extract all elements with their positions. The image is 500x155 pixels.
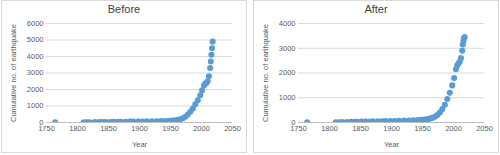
svg-text:0: 0 xyxy=(39,118,43,127)
svg-text:0: 0 xyxy=(291,118,295,127)
svg-text:2000: 2000 xyxy=(445,124,462,133)
svg-text:4000: 4000 xyxy=(279,19,296,28)
svg-text:1000: 1000 xyxy=(27,101,44,110)
svg-text:1900: 1900 xyxy=(131,124,148,133)
svg-text:1950: 1950 xyxy=(162,124,179,133)
html-text:Before: Before xyxy=(107,3,141,15)
svg-text:1750: 1750 xyxy=(290,123,307,133)
html-text:After: After xyxy=(364,3,388,15)
svg-text:3000: 3000 xyxy=(279,44,296,53)
svg-text:1850: 1850 xyxy=(100,124,117,133)
svg-text:2050: 2050 xyxy=(476,124,493,133)
svg-text:Year: Year xyxy=(132,140,148,149)
svg-text:5000: 5000 xyxy=(27,35,44,44)
svg-text:Year: Year xyxy=(384,140,400,149)
svg-text:1850: 1850 xyxy=(352,124,369,133)
svg-text:1800: 1800 xyxy=(321,124,338,133)
svg-text:Cumulative no. of earthquake: Cumulative no. of earthquake xyxy=(261,24,270,122)
svg-text:Cumulative no. of earthquake: Cumulative no. of earthquake xyxy=(9,24,18,122)
svg-text:2000: 2000 xyxy=(27,85,44,94)
svg-text:1950: 1950 xyxy=(414,124,431,133)
svg-text:1000: 1000 xyxy=(279,93,296,102)
svg-text:1900: 1900 xyxy=(383,124,400,133)
svg-text:6000: 6000 xyxy=(27,19,44,28)
svg-text:1800: 1800 xyxy=(69,124,86,133)
svg-text:1750: 1750 xyxy=(38,123,55,133)
svg-text:3000: 3000 xyxy=(27,68,44,77)
svg-text:2000: 2000 xyxy=(193,124,210,133)
svg-text:2050: 2050 xyxy=(224,124,241,133)
svg-text:2000: 2000 xyxy=(279,68,296,77)
svg-text:4000: 4000 xyxy=(27,52,44,61)
